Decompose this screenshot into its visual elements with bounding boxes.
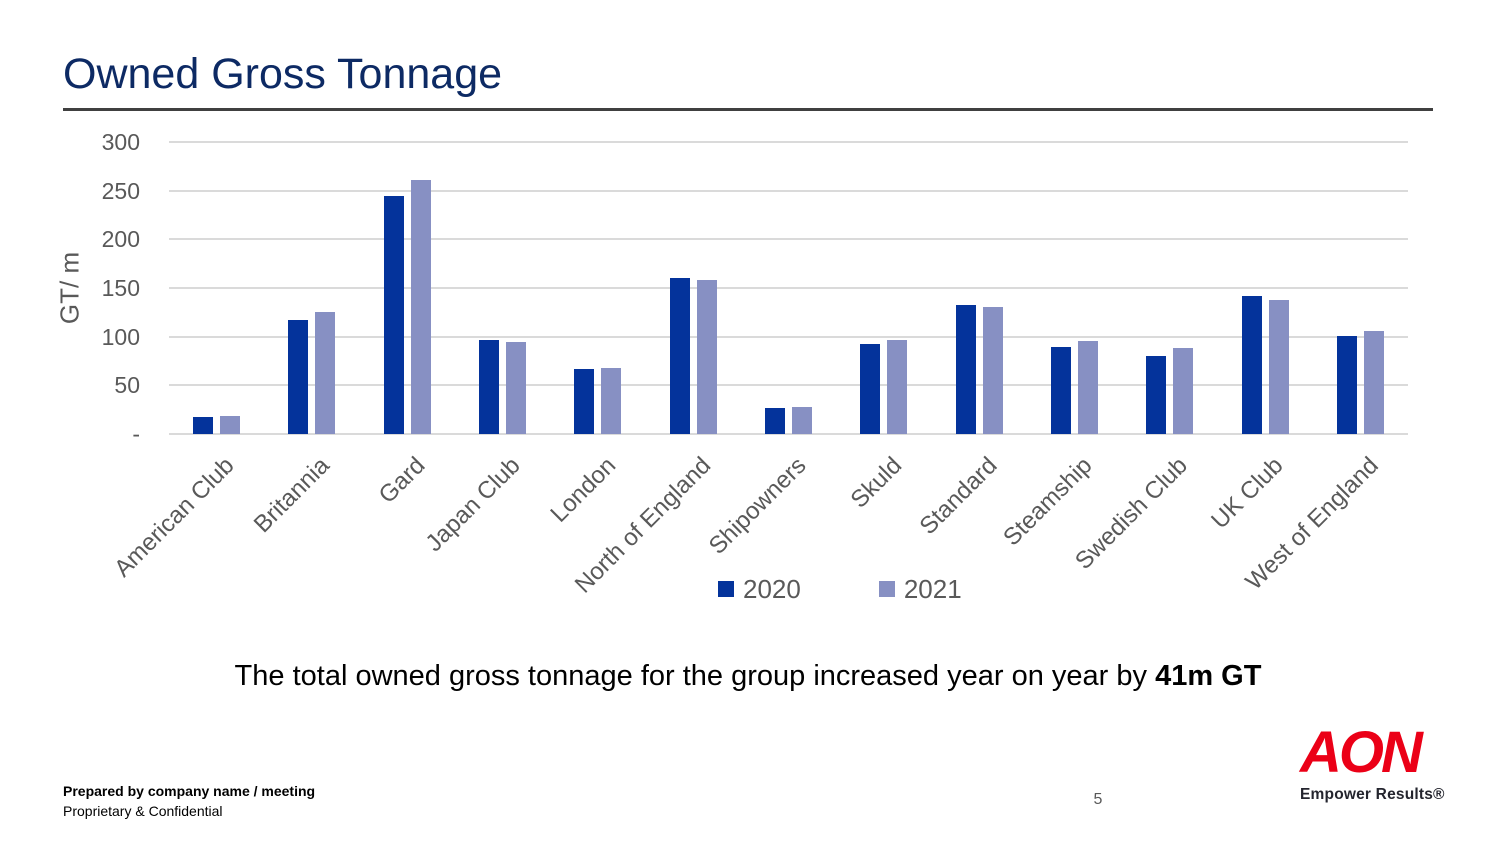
page-title: Owned Gross Tonnage xyxy=(63,50,503,98)
bar-2020-japan-club xyxy=(479,339,499,434)
x-axis-label: London xyxy=(545,452,621,528)
x-axis-label: Britannia xyxy=(248,452,336,539)
legend-label-2020: 2020 xyxy=(743,574,801,604)
y-axis-tick: 100 xyxy=(101,323,140,350)
aon-logo: AON Empower Results® xyxy=(1300,722,1450,804)
gridline xyxy=(169,384,1408,387)
y-axis-tick: 300 xyxy=(101,129,140,155)
bar-2021-shipowners xyxy=(792,406,812,434)
bar-2021-north-of-england xyxy=(697,280,717,434)
y-axis-tick: - xyxy=(132,421,140,447)
x-axis-label: Skuld xyxy=(845,452,907,514)
bar-2020-west-of-england xyxy=(1337,335,1357,434)
y-axis-tick: 200 xyxy=(101,226,140,253)
x-axis-label: American Club xyxy=(109,452,240,583)
summary-prefix: The total owned gross tonnage for the gr… xyxy=(234,660,1156,692)
y-axis-tick: 250 xyxy=(101,177,140,204)
summary-text: The total owned gross tonnage for the gr… xyxy=(0,660,1496,693)
bar-2021-britannia xyxy=(315,312,335,434)
bar-2020-north-of-england xyxy=(670,278,690,434)
legend-swatch-2021 xyxy=(878,581,895,597)
legend-swatch-2020 xyxy=(718,581,734,597)
bar-2020-britannia xyxy=(288,320,308,434)
y-axis-tick: 50 xyxy=(114,372,140,399)
x-axis-label: Steamship xyxy=(998,452,1098,552)
summary-highlight: 41m GT xyxy=(1155,660,1262,692)
chart-legend: 2020 2021 xyxy=(718,574,962,604)
bar-2020-uk-club xyxy=(1242,295,1262,434)
bar-2020-standard xyxy=(956,304,976,434)
title-divider xyxy=(63,108,1433,111)
x-axis-label: Gard xyxy=(373,452,431,509)
bar-2021-steamship xyxy=(1078,340,1098,434)
bar-2020-swedish-club xyxy=(1146,356,1166,434)
x-axis-label: Japan Club xyxy=(420,452,526,557)
bar-2020-steamship xyxy=(1051,347,1071,434)
legend-item-2021: 2021 xyxy=(878,574,962,604)
bar-2021-american-club xyxy=(220,416,240,434)
x-axis-label: UK Club xyxy=(1205,452,1289,535)
gridline xyxy=(169,141,1408,143)
gridline xyxy=(169,335,1408,338)
bar-2020-skuld xyxy=(860,344,880,434)
bar-2021-japan-club xyxy=(506,341,526,434)
bar-2020-london xyxy=(574,368,594,434)
bar-2021-skuld xyxy=(887,339,907,434)
bar-2021-uk-club xyxy=(1269,299,1289,434)
bar-2020-american-club xyxy=(193,417,213,434)
bar-2021-gard xyxy=(411,179,431,434)
footer-confidential: Proprietary & Confidential xyxy=(63,803,223,819)
aon-logo-text: AON xyxy=(1300,720,1423,785)
bar-2021-west-of-england xyxy=(1364,330,1384,434)
gridline xyxy=(169,433,1408,435)
y-axis-tick: 150 xyxy=(101,275,140,301)
gridline xyxy=(169,189,1408,192)
aon-logo-tagline: Empower Results® xyxy=(1300,786,1445,803)
footer: Prepared by company name / meeting Propr… xyxy=(63,781,315,821)
bar-2021-swedish-club xyxy=(1173,348,1193,434)
bar-2021-standard xyxy=(983,307,1003,434)
bar-2020-gard xyxy=(384,195,404,434)
legend-item-2020: 2020 xyxy=(718,574,801,604)
gridline xyxy=(169,238,1408,241)
bar-2020-shipowners xyxy=(765,407,785,434)
gridline xyxy=(169,287,1408,289)
legend-label-2021: 2021 xyxy=(903,574,962,604)
x-axis-label: Shipowners xyxy=(703,452,812,560)
bar-2021-london xyxy=(601,367,621,434)
page-number: 5 xyxy=(1093,791,1103,808)
x-axis-label: Standard xyxy=(914,452,1003,540)
footer-prepared-by: Prepared by company name / meeting xyxy=(63,783,316,799)
